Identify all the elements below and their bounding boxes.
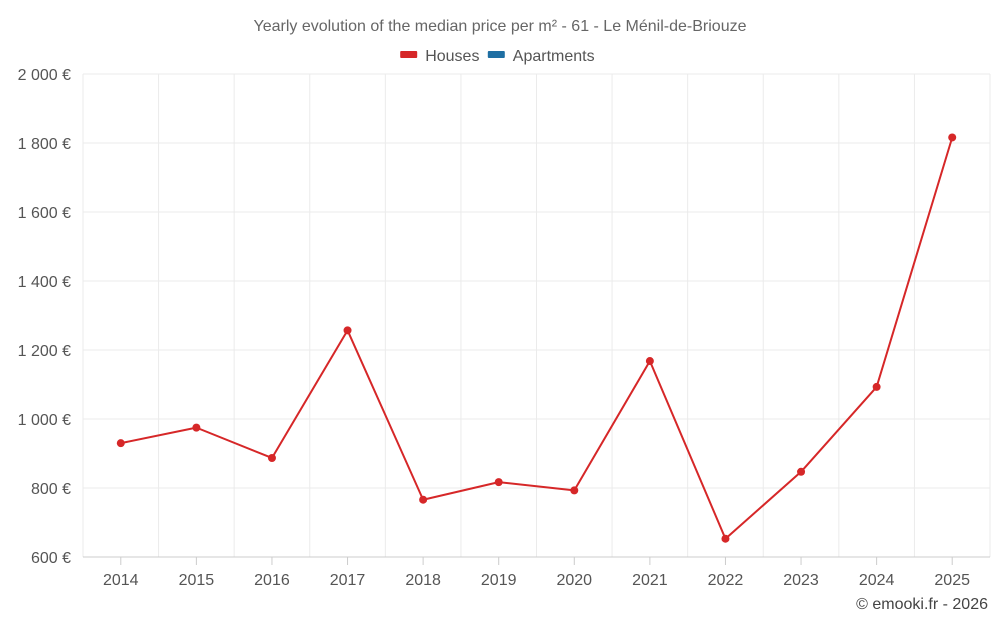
- data-point-2020: [570, 486, 579, 495]
- x-tick-label: 2016: [254, 572, 290, 589]
- x-tick-label: 2014: [103, 572, 139, 589]
- y-tick-label: 1 000 €: [18, 412, 71, 429]
- legend-label-houses: Houses: [425, 48, 479, 65]
- x-axis-ticks: 2014 2015 2016 2017 2018 2019 2020 2021 2022 2023…: [103, 557, 970, 589]
- series-line-houses: [120, 137, 954, 540]
- x-tick-label: 2025: [934, 572, 970, 589]
- x-tick-label: 2024: [859, 572, 895, 589]
- data-point-2016: [267, 453, 276, 462]
- legend-swatch-houses: [400, 51, 418, 58]
- x-gridlines: [82, 74, 991, 557]
- legend: Houses Apartments: [400, 48, 595, 65]
- y-tick-label: 1 600 €: [18, 205, 71, 222]
- x-tick-label: 2019: [481, 572, 517, 589]
- series-layer: [116, 133, 957, 543]
- data-point-2017: [343, 326, 352, 335]
- y-tick-label: 1 800 €: [18, 136, 71, 153]
- y-tick-label: 600 €: [31, 550, 71, 567]
- data-point-2015: [192, 423, 201, 432]
- data-point-2019: [494, 478, 503, 487]
- data-point-2023: [797, 467, 806, 476]
- y-axis-ticks: 600 € 800 € 1 000 € 1 200 € 1 400 € 1 600 € 1 …: [18, 67, 71, 567]
- x-tick-label: 2022: [708, 572, 744, 589]
- legend-swatch-apartments: [487, 51, 505, 58]
- y-tick-label: 1 200 €: [18, 343, 71, 360]
- data-point-2024: [872, 382, 881, 391]
- credit-text: © emooki.fr - 2026: [856, 596, 988, 613]
- x-tick-label: 2023: [783, 572, 819, 589]
- data-point-2014: [116, 439, 125, 448]
- data-point-2021: [645, 357, 654, 366]
- x-tick-label: 2018: [405, 572, 441, 589]
- data-point-2025: [948, 133, 957, 142]
- legend-label-apartments: Apartments: [513, 48, 595, 65]
- chart-title: Yearly evolution of the median price per…: [254, 18, 747, 35]
- data-point-2018: [419, 495, 428, 504]
- data-point-2022: [721, 534, 730, 543]
- y-tick-label: 2 000 €: [18, 67, 71, 84]
- y-tick-label: 1 400 €: [18, 274, 71, 291]
- x-tick-label: 2017: [330, 572, 366, 589]
- x-tick-label: 2015: [179, 572, 215, 589]
- x-tick-label: 2021: [632, 572, 668, 589]
- x-tick-label: 2020: [556, 572, 592, 589]
- y-tick-label: 800 €: [31, 481, 71, 498]
